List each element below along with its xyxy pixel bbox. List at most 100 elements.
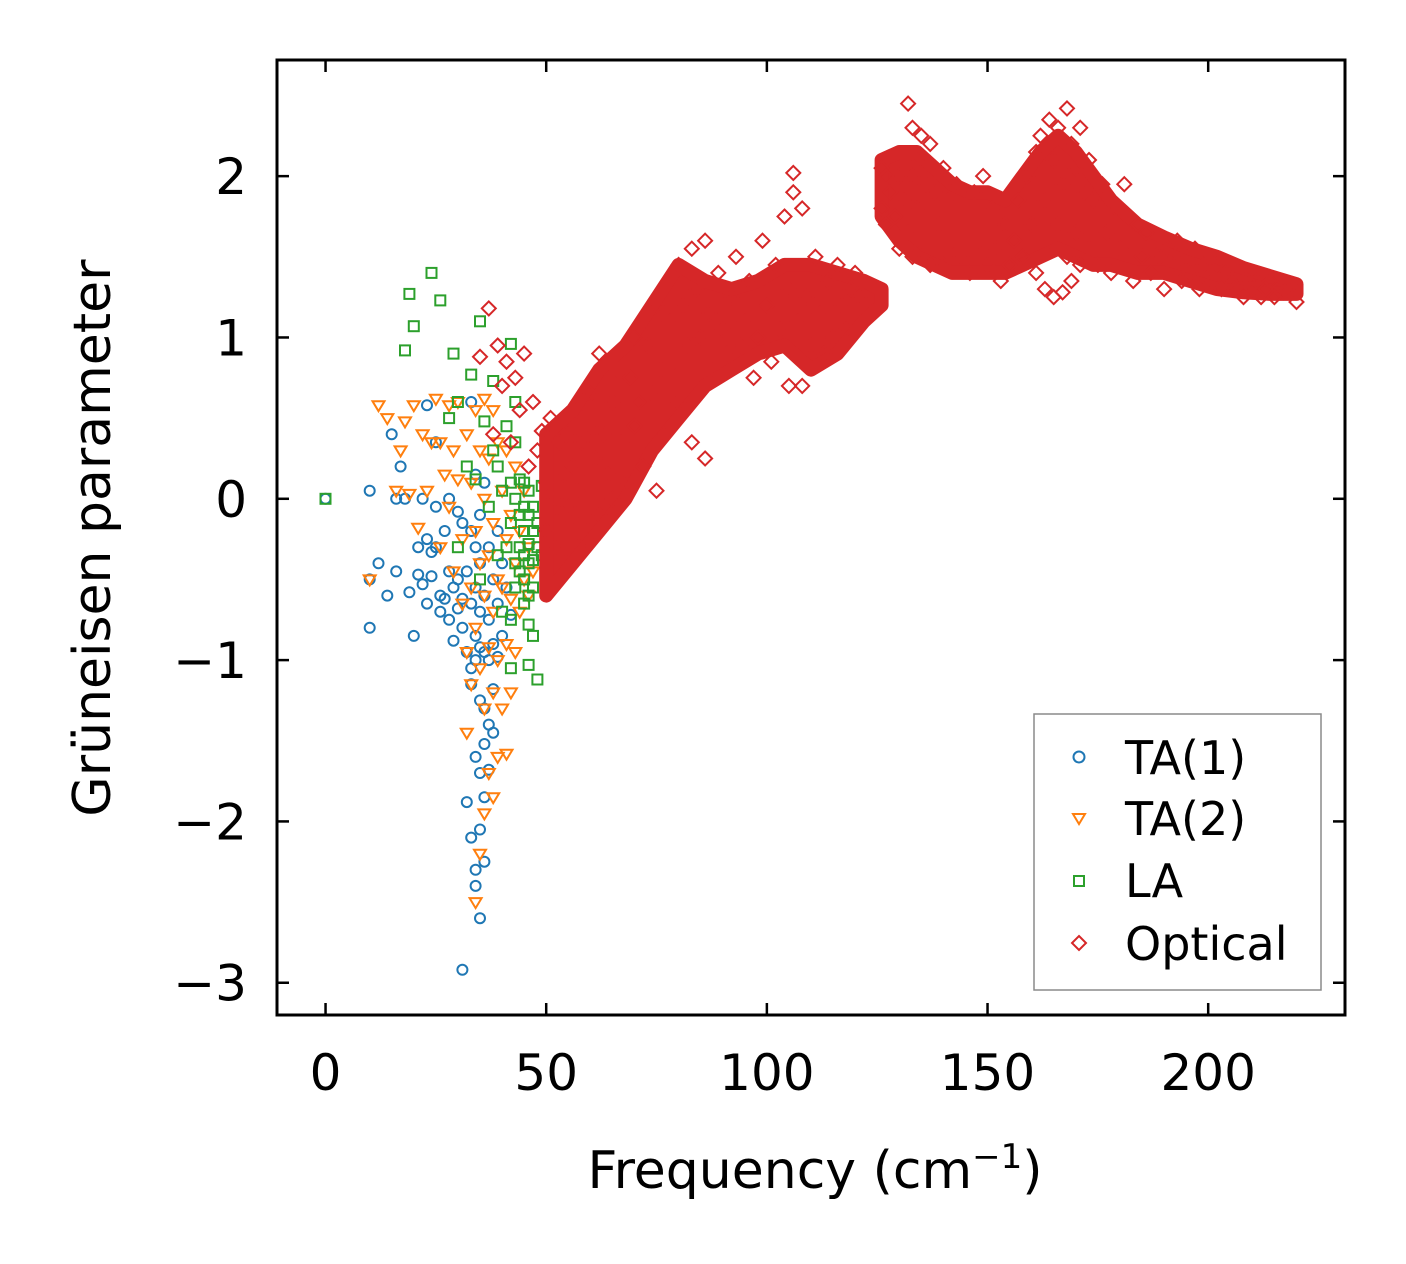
- la-point-7: [447, 347, 460, 360]
- ta1-point-14: [412, 568, 425, 581]
- ta2-point-50: [485, 687, 501, 701]
- optical-point-70: [714, 320, 732, 338]
- optical-point-76: [740, 272, 758, 290]
- optical-point-118: [904, 248, 921, 266]
- ta2-point-48: [485, 518, 501, 531]
- ta2-point-40: [476, 590, 493, 604]
- ta2-point-7: [406, 400, 422, 414]
- optical-point-214: [1261, 272, 1279, 290]
- ta2-point-1: [370, 400, 387, 414]
- ta2-point-64: [503, 593, 519, 607]
- ta1-point-43: [460, 796, 473, 809]
- optical-point-159: [1049, 119, 1067, 137]
- optical-point-37: [595, 425, 613, 443]
- optical-point-88: [784, 183, 802, 201]
- optical-point-39: [603, 393, 621, 411]
- ta2-point-47: [485, 405, 501, 419]
- ta2-point-58: [494, 703, 510, 717]
- optical-point-126: [926, 183, 944, 201]
- optical-point-67: [701, 304, 718, 322]
- optical-point-38: [599, 466, 617, 484]
- ta2-point-26: [459, 727, 475, 741]
- legend-entry-la: LA: [1073, 854, 1184, 908]
- optical-point-46: [626, 329, 643, 346]
- optical-point-106: [873, 199, 891, 217]
- optical-point-103: [846, 264, 864, 282]
- ta2-point-8: [410, 522, 426, 536]
- series-optical: [471, 95, 1305, 603]
- legend-marker-ta2: [1071, 813, 1087, 826]
- optical-point-149: [1023, 216, 1041, 233]
- optical-point-98: [824, 329, 842, 346]
- legend-entry-optical: Optical: [1070, 917, 1287, 971]
- optical-point-148: [1018, 167, 1036, 185]
- optical-point-13: [533, 422, 551, 440]
- optical-point-60: [678, 337, 696, 354]
- ta1-point-65: [474, 912, 486, 925]
- la-point-8: [451, 396, 464, 408]
- legend: TA(1) TA(2) LA Optical: [1033, 713, 1322, 991]
- optical-point-56: [665, 353, 683, 371]
- ta1-point-74: [482, 613, 495, 626]
- optical-point-193: [1168, 232, 1186, 250]
- optical-point-125: [921, 256, 939, 274]
- la-point-6: [443, 412, 456, 425]
- ta2-point-52: [489, 437, 506, 451]
- ta2-point-45: [481, 642, 497, 656]
- optical-point-138: [974, 167, 992, 185]
- y-tick-label-3: 0: [215, 471, 247, 529]
- la-point-18: [487, 444, 500, 457]
- ta2-point-5: [397, 416, 413, 430]
- optical-point-18: [546, 490, 564, 508]
- la-point-22: [496, 484, 509, 497]
- optical-point-14: [537, 474, 555, 492]
- la-point-43: [518, 573, 531, 586]
- optical-point-36: [590, 345, 608, 363]
- optical-point-165: [1062, 135, 1080, 153]
- optical-point-166: [1062, 272, 1080, 290]
- ta2-point-11: [423, 437, 440, 451]
- la-point-13: [474, 315, 486, 328]
- y-tick-label-0: −3: [173, 955, 247, 1013]
- legend-label-la: LA: [1125, 854, 1184, 908]
- la-point-50: [522, 618, 535, 631]
- optical-point-90: [793, 199, 811, 217]
- ta2-point-6: [401, 488, 418, 502]
- optical-point-93: [802, 337, 820, 354]
- la-point-24: [500, 541, 513, 554]
- la-point-10: [460, 460, 473, 473]
- optical-point-152: [1032, 127, 1049, 145]
- ta2-point-23: [454, 598, 471, 612]
- optical-point-54: [656, 425, 674, 443]
- optical-point-47: [630, 393, 648, 411]
- optical-point-10: [520, 458, 538, 475]
- legend-entry-ta2: TA(2): [1071, 792, 1246, 846]
- ta2-point-32: [467, 622, 484, 636]
- optical-point-22: [559, 498, 577, 516]
- plot-frame: [275, 58, 1347, 1017]
- optical-point-11: [524, 393, 542, 411]
- ta2-point-53: [489, 574, 506, 588]
- optical-point-16: [542, 409, 560, 427]
- ta2-point-13: [432, 542, 449, 556]
- optical-point-25: [564, 458, 582, 475]
- ta2-point-46: [481, 768, 497, 781]
- optical-point-2: [484, 425, 502, 443]
- optical-point-12: [528, 441, 546, 459]
- optical-point-75: [736, 312, 754, 330]
- la-point-52: [527, 500, 539, 513]
- optical-point-183: [1124, 272, 1142, 290]
- optical-point-65: [696, 232, 714, 250]
- ta1-point-37: [456, 517, 469, 529]
- optical-point-8: [511, 401, 529, 419]
- ta1-point-41: [460, 565, 473, 578]
- la-point-11: [465, 368, 478, 381]
- ta2-point-61: [498, 639, 515, 652]
- legend-marker-la: [1073, 875, 1085, 887]
- optical-point-53: [652, 361, 670, 379]
- optical-point-124: [921, 135, 939, 153]
- optical-point-83: [771, 320, 789, 338]
- x-tick-label-0: 0: [310, 1044, 342, 1102]
- ta2-point-66: [507, 461, 524, 475]
- optical-point-187: [1142, 264, 1160, 282]
